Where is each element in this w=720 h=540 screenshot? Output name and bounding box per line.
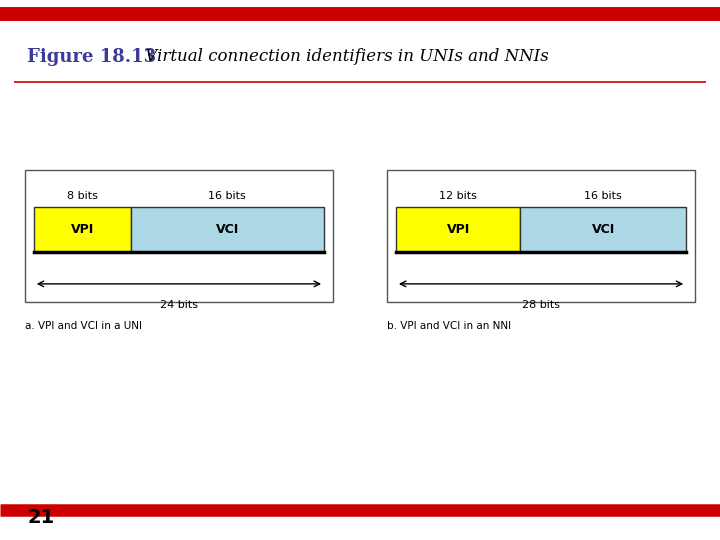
Bar [521, 207, 686, 252]
Bar [130, 207, 324, 252]
Text: VCI: VCI [216, 223, 239, 236]
Text: VCI: VCI [592, 223, 615, 236]
Text: 21: 21 [27, 508, 55, 527]
Bar [396, 207, 521, 252]
Text: b. VPI and VCI in an NNI: b. VPI and VCI in an NNI [387, 321, 511, 332]
Bar [25, 170, 333, 302]
Text: 16 bits: 16 bits [208, 191, 246, 201]
Text: Virtual connection identifiers in UNIs and NNIs: Virtual connection identifiers in UNIs a… [140, 48, 549, 65]
Text: a. VPI and VCI in a UNI: a. VPI and VCI in a UNI [25, 321, 142, 332]
Text: 28 bits: 28 bits [522, 300, 560, 310]
Text: 8 bits: 8 bits [67, 191, 98, 201]
Text: VPI: VPI [446, 223, 470, 236]
Text: Figure 18.13: Figure 18.13 [27, 48, 156, 66]
Text: VPI: VPI [71, 223, 94, 236]
Text: 16 bits: 16 bits [585, 191, 622, 201]
Text: 12 bits: 12 bits [439, 191, 477, 201]
Text: 24 bits: 24 bits [160, 300, 198, 310]
Bar [34, 207, 130, 252]
Bar [387, 170, 695, 302]
